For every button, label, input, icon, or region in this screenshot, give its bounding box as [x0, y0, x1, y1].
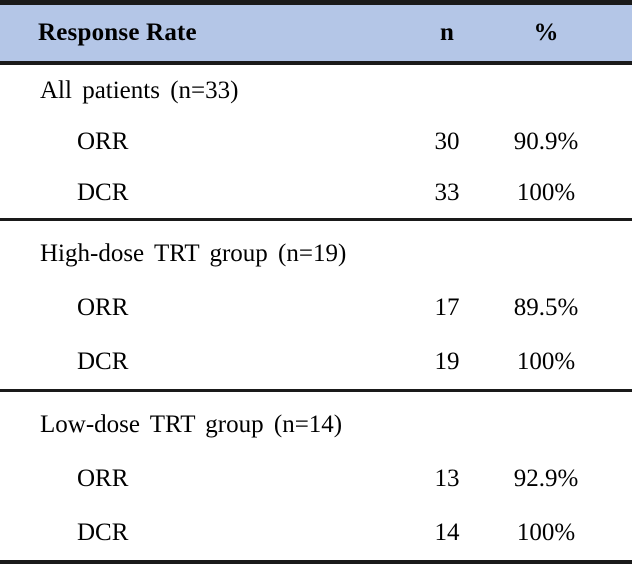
- group-label: All patients (n=33): [40, 76, 239, 104]
- row-pct-value: 100%: [516, 348, 576, 375]
- table-row-dcr: DCR 19 100%: [0, 335, 632, 389]
- row-label: ORR: [77, 294, 129, 321]
- row-n-value: 19: [434, 348, 460, 375]
- group-label: High-dose TRT group (n=19): [40, 240, 347, 267]
- section-all-patients: All patients (n=33) ORR 30 90.9% DCR 33 …: [0, 65, 632, 218]
- row-label: ORR: [77, 465, 129, 492]
- header-response-rate: Response Rate: [38, 19, 197, 46]
- table-row-orr: ORR 17 89.5%: [0, 281, 632, 335]
- row-n-value: 14: [434, 519, 460, 546]
- header-percent: %: [533, 19, 559, 46]
- group-label-row: High-dose TRT group (n=19): [0, 227, 632, 281]
- response-rate-table: Response Rate n % All patients (n=33) OR…: [0, 0, 632, 564]
- header-n: n: [440, 19, 454, 46]
- group-label: Low-dose TRT group (n=14): [40, 411, 343, 438]
- row-label: DCR: [77, 519, 129, 546]
- table-row-dcr: DCR 14 100%: [0, 506, 632, 560]
- row-n-value: 17: [434, 294, 460, 321]
- row-pct-value: 100%: [516, 178, 576, 206]
- group-label-row: Low-dose TRT group (n=14): [0, 398, 632, 452]
- section-high-dose: High-dose TRT group (n=19) ORR 17 89.5% …: [0, 218, 632, 389]
- section-low-dose: Low-dose TRT group (n=14) ORR 13 92.9% D…: [0, 389, 632, 560]
- row-pct-value: 89.5%: [513, 294, 579, 321]
- row-n-value: 33: [434, 178, 460, 206]
- table-row-dcr: DCR 33 100%: [0, 167, 632, 218]
- row-pct-value: 90.9%: [513, 127, 579, 155]
- table-header-row: Response Rate n %: [0, 5, 632, 65]
- row-label: DCR: [77, 348, 129, 375]
- table-row-orr: ORR 13 92.9%: [0, 452, 632, 506]
- group-label-row: All patients (n=33): [0, 65, 632, 116]
- table-row-orr: ORR 30 90.9%: [0, 116, 632, 167]
- row-n-value: 13: [434, 465, 460, 492]
- row-n-value: 30: [434, 127, 460, 155]
- row-label: DCR: [77, 178, 129, 206]
- row-label: ORR: [77, 127, 129, 155]
- row-pct-value: 100%: [516, 519, 576, 546]
- row-pct-value: 92.9%: [513, 465, 579, 492]
